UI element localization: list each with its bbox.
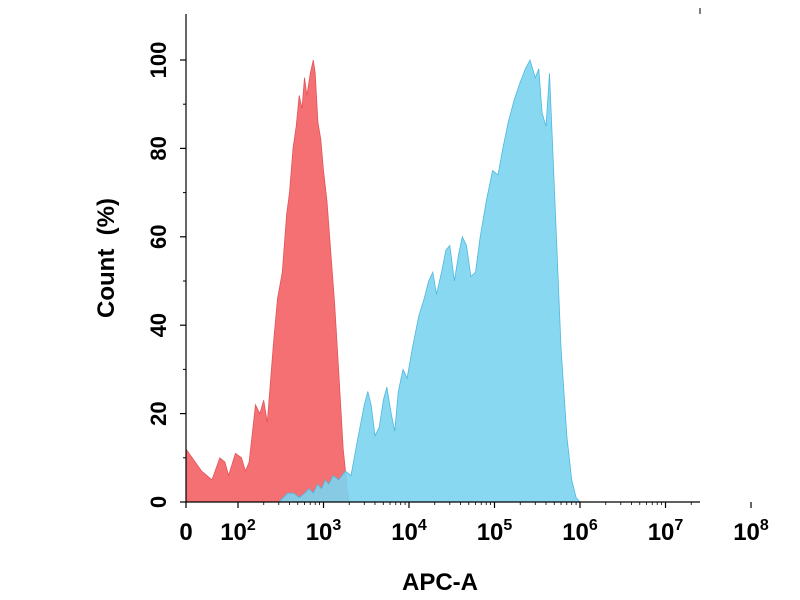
x-tick-label: 105 — [477, 517, 513, 546]
y-tick-label: 0 — [146, 496, 171, 508]
y-axis-title: Count (%) — [93, 198, 120, 318]
x-tick-label: 104 — [391, 517, 427, 546]
x-tick-label: 108 — [733, 517, 769, 546]
ticks-layer: 0 20 40 60 80 100 0 102 103 104 105 106 107 108 — [146, 42, 769, 546]
series-layer — [185, 58, 581, 503]
x-axis-title: APC-A — [402, 569, 478, 596]
series-area-1 — [185, 59, 350, 503]
y-tick-label: 100 — [146, 42, 171, 79]
y-tick-label: 60 — [146, 225, 171, 249]
y-tick-label: 80 — [146, 136, 171, 160]
x-tick-label: 107 — [648, 517, 684, 546]
x-tick-label: 102 — [220, 517, 256, 546]
series-area-2 — [277, 58, 581, 503]
axes-layer — [185, 8, 701, 503]
x-tick-label: 106 — [562, 517, 598, 546]
x-tick-label: 103 — [306, 517, 342, 546]
x-tick-label: 0 — [179, 519, 192, 546]
y-tick-label: 40 — [146, 313, 171, 337]
y-tick-label: 20 — [146, 401, 171, 425]
